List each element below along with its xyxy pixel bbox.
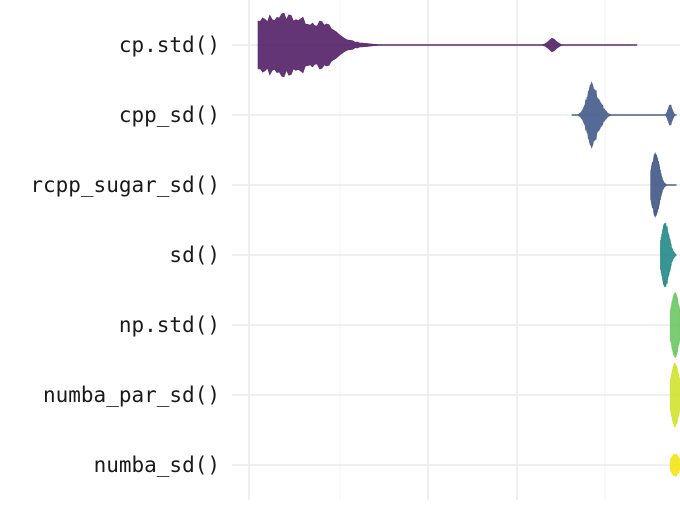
y-tick-label: numba_par_sd() xyxy=(43,383,220,407)
violin-layer xyxy=(257,12,680,477)
y-tick-label: numba_sd() xyxy=(94,453,220,477)
violin-shape xyxy=(650,152,677,218)
label-layer: cp.std() cpp_sd() rcpp_sugar_sd() sd() np.st… xyxy=(30,33,220,477)
violin-shape xyxy=(660,222,677,288)
y-tick-label: rcpp_sugar_sd() xyxy=(30,173,220,197)
violin-shape xyxy=(669,453,680,477)
violin-shape xyxy=(571,81,677,149)
y-tick-label: cpp_sd() xyxy=(119,103,220,127)
y-tick-label: cp.std() xyxy=(119,33,220,57)
grid-layer xyxy=(232,0,680,500)
violin-shape xyxy=(257,12,638,78)
violin-shape xyxy=(669,362,680,428)
y-tick-label: np.std() xyxy=(119,313,220,337)
y-tick-label: sd() xyxy=(169,243,220,267)
violin-shape xyxy=(669,292,680,358)
